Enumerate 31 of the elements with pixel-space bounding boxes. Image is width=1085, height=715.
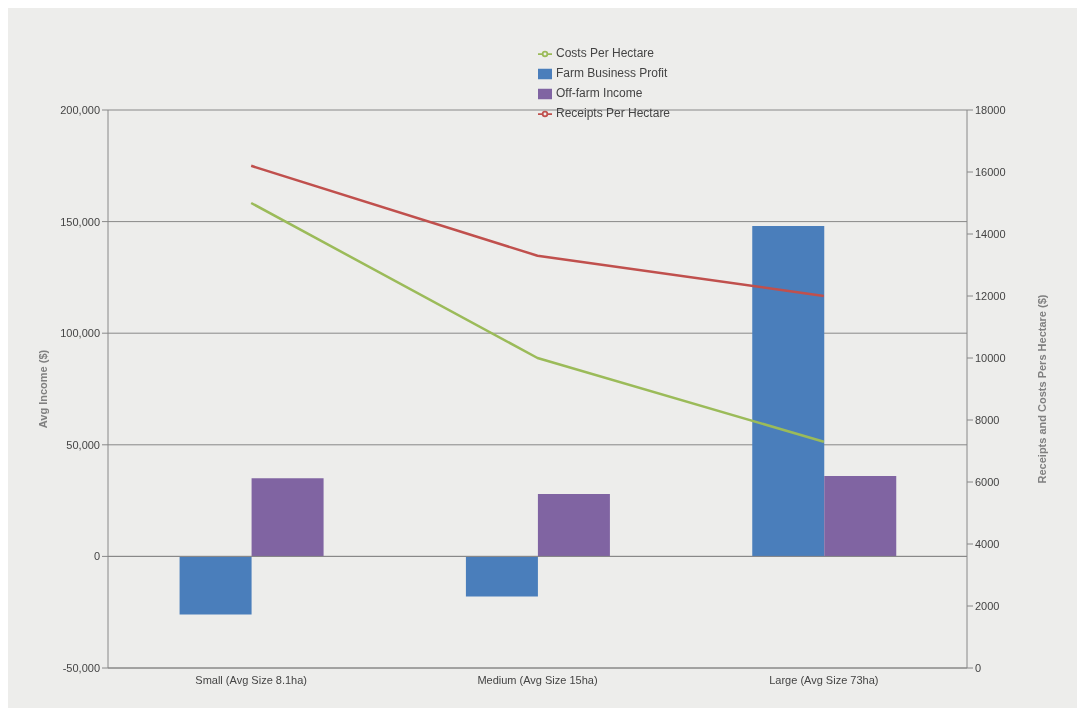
y-tick-label: 100,000: [60, 327, 100, 340]
y2-tick-label: 8000: [975, 413, 1000, 426]
legend-label: Off-farm Income: [556, 86, 643, 100]
legend-label: Costs Per Hectare: [556, 46, 655, 60]
bar: [465, 556, 538, 597]
y2-tick-label: 16000: [975, 165, 1006, 178]
y2-tick-label: 12000: [975, 289, 1006, 302]
bar: [752, 226, 825, 557]
y-tick-label: -50,000: [62, 661, 100, 674]
x-tick-label: Medium (Avg Size 15ha): [477, 673, 598, 686]
x-tick-label: Small (Avg Size 8.1ha): [195, 673, 308, 686]
y2-tick-label: 4000: [975, 537, 1000, 550]
bar: [251, 478, 324, 557]
legend-label: Farm Business Profit: [556, 66, 668, 80]
bar: [537, 493, 610, 557]
y2-tick-label: 18000: [975, 103, 1006, 116]
y2-tick-label: 10000: [975, 351, 1006, 364]
y-tick-label: 150,000: [60, 215, 100, 228]
y2-tick-label: 2000: [975, 599, 1000, 612]
y2-tick-label: 0: [975, 661, 982, 674]
y2-tick-label: 6000: [975, 475, 1000, 488]
legend-label: Receipts Per Hectare: [556, 106, 671, 120]
y-tick-label: 200,000: [60, 103, 100, 116]
bar: [824, 476, 897, 557]
bar: [179, 556, 252, 615]
y2-axis-title: Receipts and Costs Pers Hectare ($): [1035, 294, 1048, 484]
x-tick-label: Large (Avg Size 73ha): [769, 673, 879, 686]
y2-tick-label: 14000: [975, 227, 1006, 240]
y-axis-title: Avg Income ($): [36, 349, 49, 429]
y-tick-label: 50,000: [66, 438, 100, 451]
y-tick-label: 0: [93, 550, 100, 563]
